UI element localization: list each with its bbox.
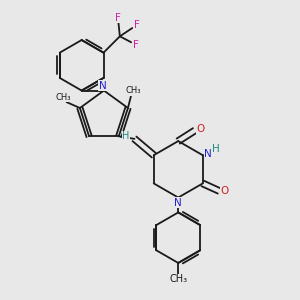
Text: O: O [221,186,229,196]
Text: CH₃: CH₃ [56,93,71,102]
Text: H: H [212,144,220,154]
Text: N: N [204,149,212,159]
Text: CH₃: CH₃ [126,86,141,95]
Text: F: F [134,20,140,30]
Text: N: N [99,81,106,91]
Text: H: H [122,131,130,142]
Text: F: F [116,13,121,22]
Text: F: F [133,40,139,50]
Text: O: O [196,124,205,134]
Text: CH₃: CH₃ [169,274,187,284]
Text: N: N [174,198,182,208]
